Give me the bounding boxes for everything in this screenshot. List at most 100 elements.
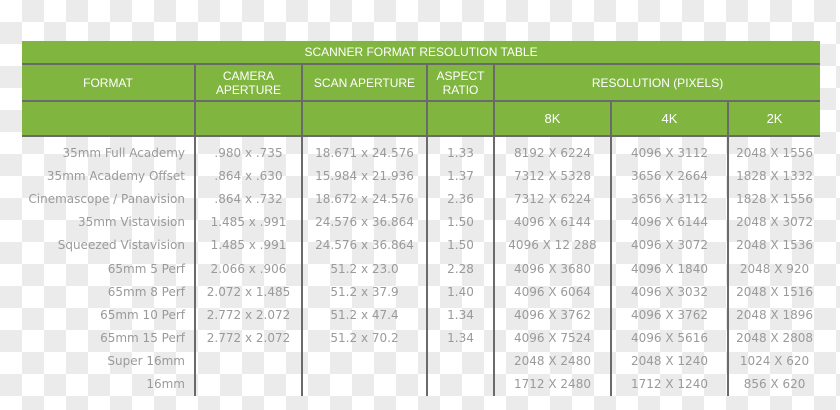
cell-res-4k: 3656 X 2664: [610, 164, 728, 188]
cell-scan-aperture: 51.2 x 70.2: [301, 326, 427, 350]
subheader-empty: [22, 101, 196, 137]
cell-res-4k: 3656 X 3112: [610, 187, 728, 211]
cell-scan-aperture: 18.672 x 24.576: [301, 187, 427, 211]
cell-camera-aperture: [194, 349, 302, 373]
cell-format: 65mm 5 Perf: [107, 261, 185, 276]
cell-format: 35mm Vistavision: [77, 215, 185, 230]
cell-res-8k: 1712 X 2480: [493, 372, 611, 397]
cell-res-4k: 4096 X 5616: [610, 326, 728, 350]
header-format: FORMAT: [22, 64, 196, 102]
cell-res-8k: 4096 X 6144: [493, 210, 611, 234]
cell-res-2k: 2048 X 1516: [726, 280, 821, 304]
cell-scan-aperture: 24.576 x 36.864: [301, 233, 427, 257]
header-camera-aperture: CAMERA APERTURE: [194, 64, 303, 102]
table-row: Squeezed Vistavision 1.485 x .991 24.576 x…: [22, 233, 821, 257]
cell-camera-aperture: .864 x .630: [194, 164, 302, 188]
cell-aspect-ratio: 2.28: [426, 256, 494, 281]
table-row: Super 16mm 2048 X 2480 2048 X 1240 1024 X 6…: [22, 349, 821, 373]
table-row: 16mm 1712 X 2480 1712 X 1240 856 X 620: [22, 372, 821, 397]
cell-res-4k: 4096 X 6144: [610, 210, 728, 234]
cell-camera-aperture: [194, 372, 302, 397]
cell-format: 65mm 10 Perf: [100, 307, 185, 322]
cell-aspect-ratio: 1.34: [426, 303, 494, 327]
cell-res-2k: 1828 X 1556: [726, 187, 821, 211]
cell-camera-aperture: 2.772 x 2.072: [194, 303, 302, 327]
cell-aspect-ratio: [426, 372, 494, 397]
cell-scan-aperture: 51.2 x 23.0: [301, 256, 427, 281]
table-row: 35mm Academy Offset .864 x .630 15.984 x 2…: [22, 164, 821, 188]
cell-format: 16mm: [146, 377, 185, 392]
cell-res-4k: 4096 X 3032: [610, 280, 728, 304]
cell-res-8k: 7312 X 5328: [493, 164, 611, 188]
cell-res-2k: 2048 X 1536: [726, 233, 821, 257]
cell-aspect-ratio: 1.40: [426, 280, 494, 304]
cell-res-4k: 4096 X 1840: [610, 256, 728, 281]
cell-res-8k: 4096 X 3762: [493, 303, 611, 327]
cell-res-4k: 2048 X 1240: [610, 349, 728, 373]
cell-res-8k: 7312 X 6224: [493, 187, 611, 211]
cell-aspect-ratio: 1.37: [426, 164, 494, 188]
cell-res-4k: 1712 X 1240: [610, 372, 728, 397]
subheader-empty: [301, 101, 428, 137]
header-4k: 4K: [610, 101, 729, 137]
cell-camera-aperture: .980 x .735: [194, 141, 302, 165]
table-row: 65mm 5 Perf 2.066 x .906 51.2 x 23.0 2.28 40…: [22, 256, 821, 281]
cell-aspect-ratio: [426, 349, 494, 373]
cell-aspect-ratio: 1.33: [426, 141, 494, 165]
header-resolution: RESOLUTION (PIXELS): [492, 64, 821, 102]
cell-res-4k: 4096 X 3112: [610, 141, 728, 165]
subheader-empty: [426, 101, 495, 137]
cell-scan-aperture: [301, 349, 427, 373]
cell-camera-aperture: 2.066 x .906: [194, 256, 302, 281]
cell-camera-aperture: .864 x .732: [194, 187, 302, 211]
cell-aspect-ratio: 1.50: [426, 210, 494, 234]
cell-aspect-ratio: 1.50: [426, 233, 494, 257]
cell-scan-aperture: [301, 372, 427, 397]
table-row: 35mm Vistavision 1.485 x .991 24.576 x 36.…: [22, 210, 821, 234]
cell-camera-aperture: 2.772 x 2.072: [194, 326, 302, 350]
cell-format: 65mm 15 Perf: [100, 331, 185, 346]
cell-res-8k: 4096 X 7524: [493, 326, 611, 350]
cell-aspect-ratio: 2.36: [426, 187, 494, 211]
cell-format: 65mm 8 Perf: [107, 284, 185, 299]
cell-res-2k: 2048 X 3072: [726, 210, 821, 234]
table-row: 65mm 10 Perf 2.772 x 2.072 51.2 x 47.4 1.34…: [22, 303, 821, 327]
cell-aspect-ratio: 1.34: [426, 326, 494, 350]
table-row: 35mm Full Academy .980 x .735 18.671 x 24.…: [22, 141, 821, 165]
cell-format: Super 16mm: [107, 354, 185, 369]
cell-res-8k: 4096 X 3680: [493, 256, 611, 281]
cell-scan-aperture: 24.576 x 36.864: [301, 210, 427, 234]
cell-scan-aperture: 51.2 x 47.4: [301, 303, 427, 327]
cell-res-2k: 1024 X 620: [726, 349, 821, 373]
cell-res-8k: 4096 X 12 288: [493, 233, 611, 257]
cell-scan-aperture: 18.671 x 24.576: [301, 141, 427, 165]
table-row: Cinemascope / Panavision .864 x .732 18.67…: [22, 187, 821, 211]
cell-res-2k: 2048 X 1896: [726, 303, 821, 327]
cell-res-8k: 2048 X 2480: [493, 349, 611, 373]
cell-camera-aperture: 2.072 x 1.485: [194, 280, 302, 304]
cell-res-4k: 4096 X 3072: [610, 233, 728, 257]
header-aspect-ratio: ASPECT RATIO: [426, 64, 495, 102]
cell-camera-aperture: 1.485 x .991: [194, 233, 302, 257]
subheader-empty: [194, 101, 303, 137]
cell-scan-aperture: 51.2 x 37.9: [301, 280, 427, 304]
cell-res-4k: 4096 X 3762: [610, 303, 728, 327]
header-scan-aperture: SCAN APERTURE: [301, 64, 428, 102]
cell-res-2k: 1828 X 1332: [726, 164, 821, 188]
scanner-format-table: SCANNER FORMAT RESOLUTION TABLE FORMAT C…: [22, 41, 821, 397]
table-row: 65mm 8 Perf 2.072 x 1.485 51.2 x 37.9 1.40 4…: [22, 280, 821, 304]
cell-scan-aperture: 15.984 x 21.936: [301, 164, 427, 188]
cell-res-8k: 4096 X 6064: [493, 280, 611, 304]
cell-format: 35mm Full Academy: [62, 145, 185, 160]
table-row: 65mm 15 Perf 2.772 x 2.072 51.2 x 70.2 1.34…: [22, 326, 821, 350]
cell-format: Cinemascope / Panavision: [28, 191, 185, 206]
cell-camera-aperture: 1.485 x .991: [194, 210, 302, 234]
cell-format: 35mm Academy Offset: [46, 168, 185, 183]
cell-format: Squeezed Vistavision: [57, 238, 185, 253]
cell-res-2k: 2048 X 920: [726, 256, 821, 281]
header-8k: 8K: [493, 101, 612, 137]
cell-res-2k: 2048 X 1556: [726, 141, 821, 165]
cell-res-8k: 8192 X 6224: [493, 141, 611, 165]
cell-res-2k: 856 X 620: [726, 372, 821, 397]
header-2k: 2K: [726, 101, 821, 137]
